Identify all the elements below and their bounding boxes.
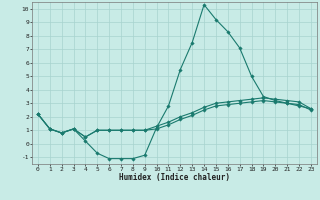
X-axis label: Humidex (Indice chaleur): Humidex (Indice chaleur) [119,173,230,182]
